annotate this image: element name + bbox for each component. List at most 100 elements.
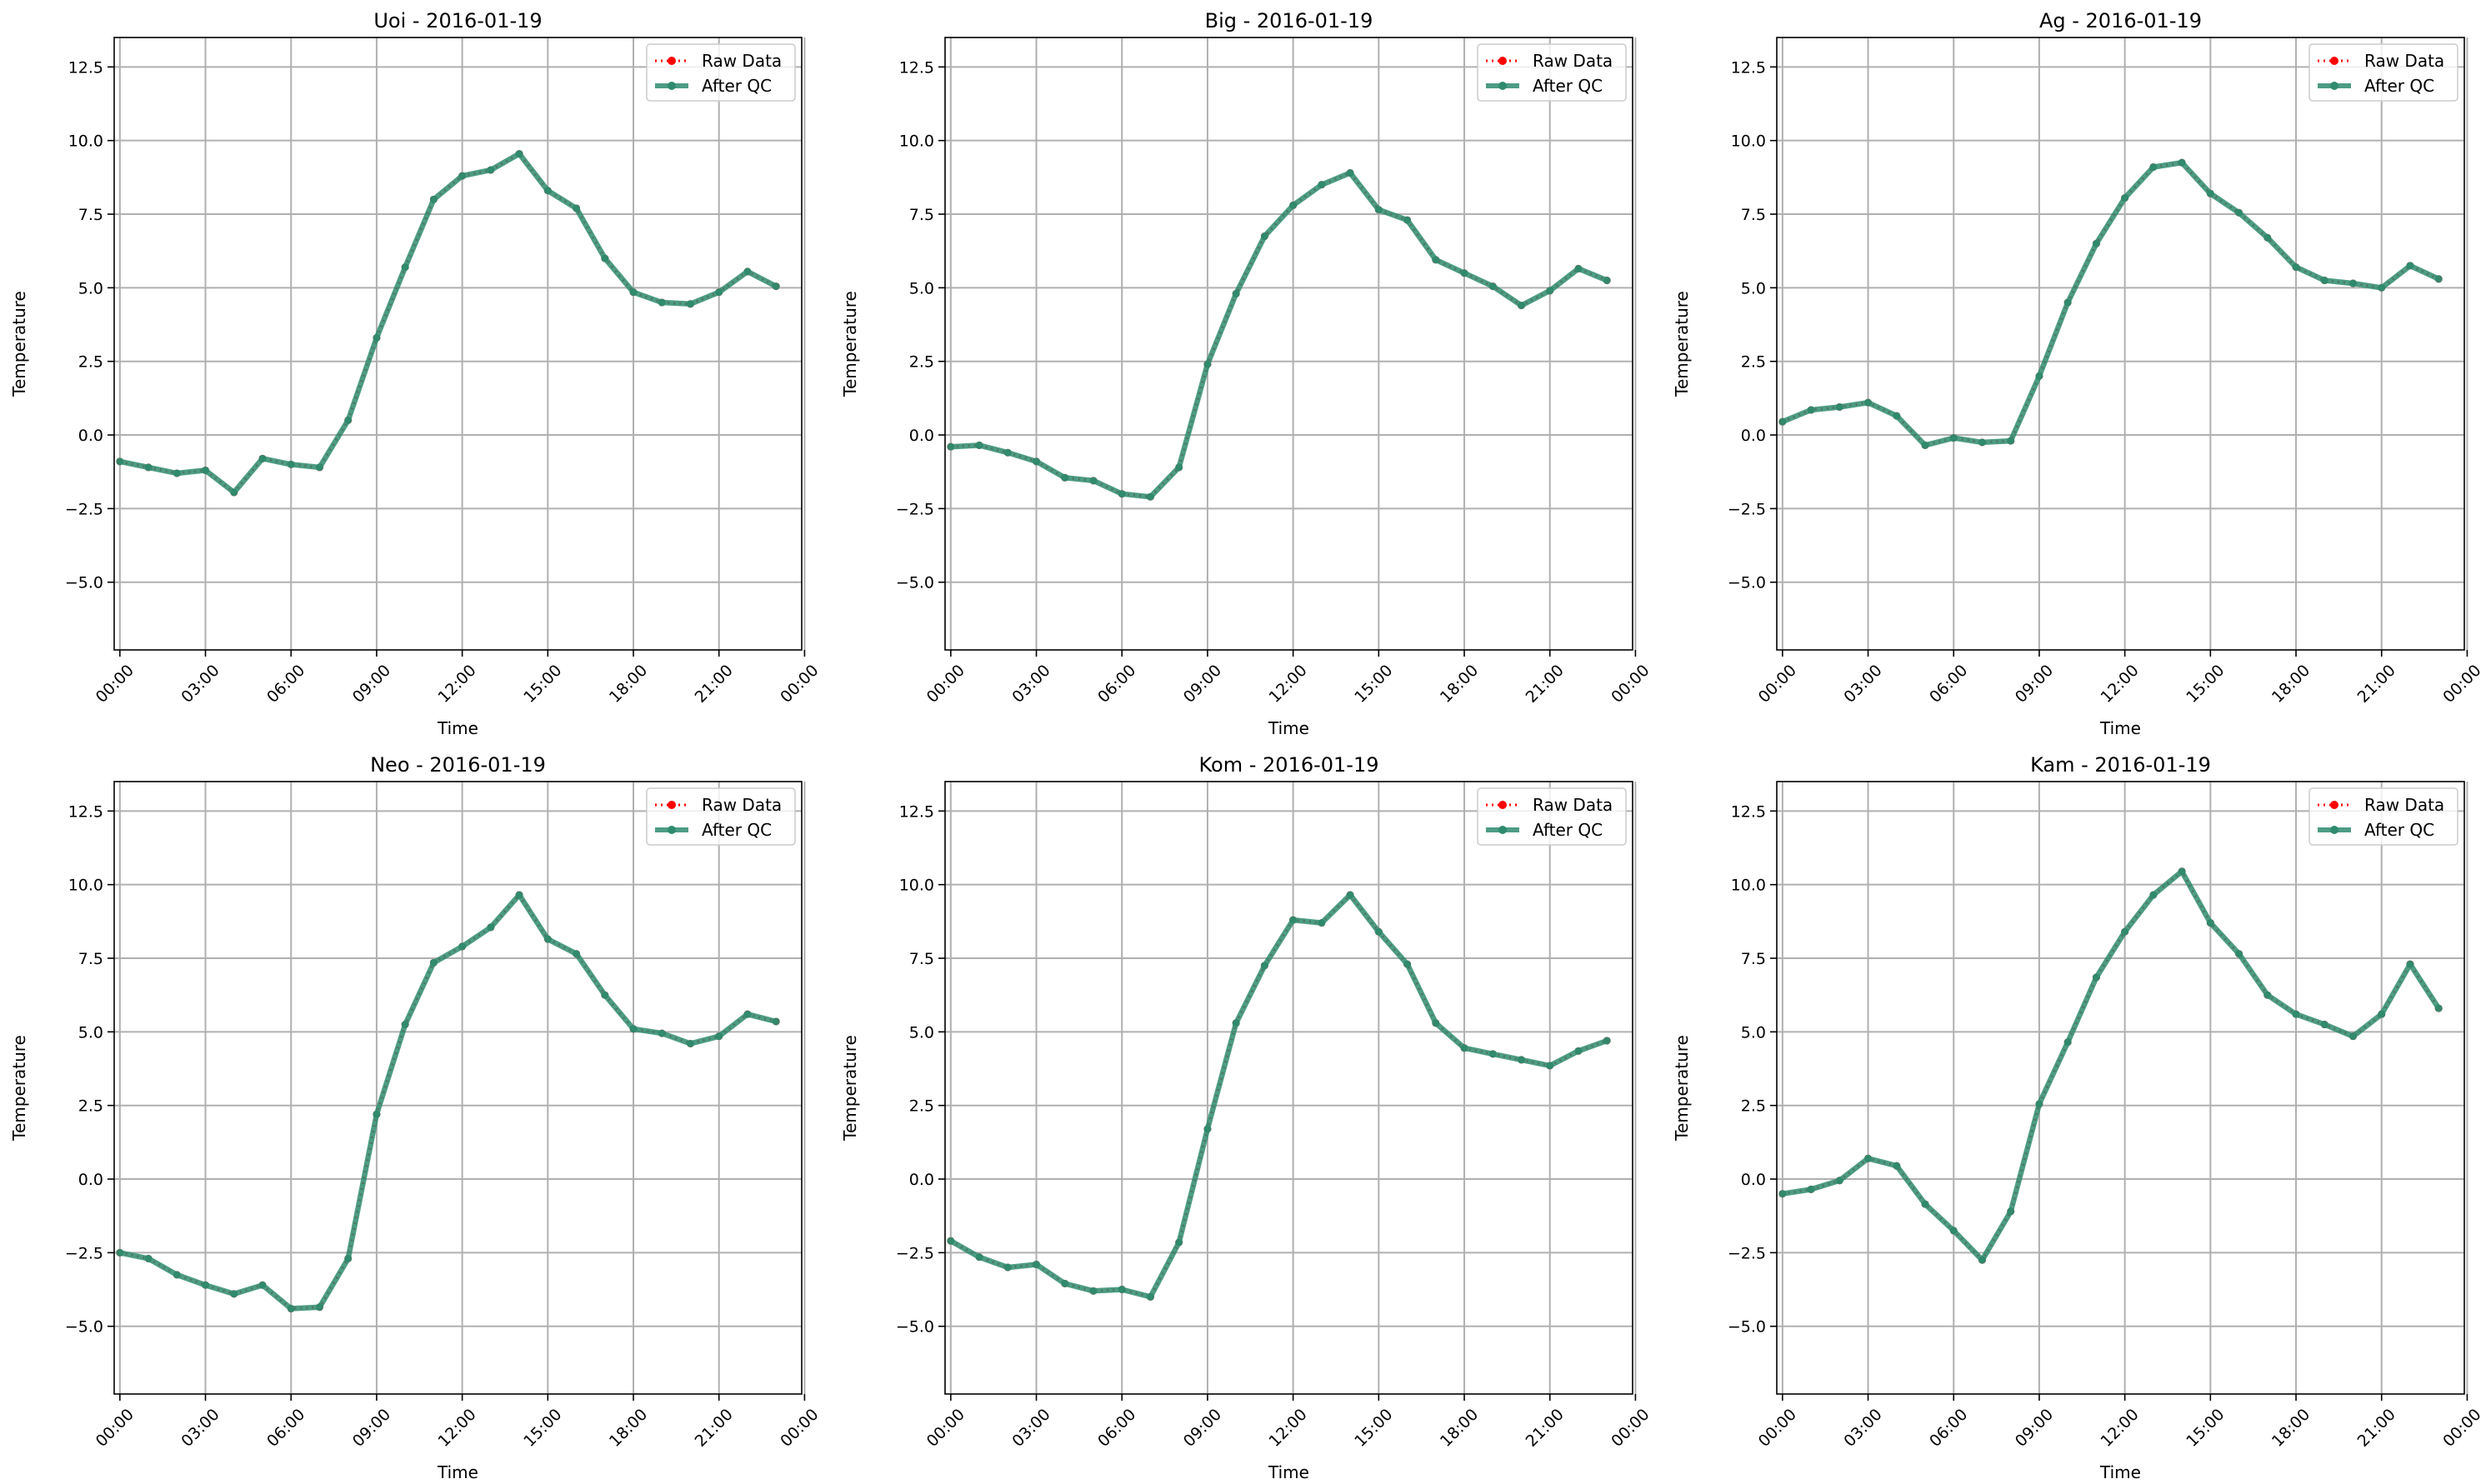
y-tick-label: 7.5: [1741, 206, 1766, 224]
y-tick-label: 7.5: [909, 950, 934, 968]
after-qc-point: [515, 891, 523, 899]
y-tick-label: 5.0: [78, 1023, 103, 1042]
y-tick-label: 0.0: [78, 427, 103, 445]
subplot-6: −5.0 −2.5 0.0 2.5 5.0 7.5 10.0 12.5 00:00 03:00 06…: [1672, 753, 2485, 1482]
legend: Raw Data After QC: [1477, 787, 1627, 846]
legend-qc-label: After QC: [1533, 820, 1603, 840]
legend-qc-label: After QC: [702, 820, 772, 840]
x-tick-label: 09:00: [349, 662, 394, 707]
y-tick-label: 2.5: [1741, 1097, 1766, 1116]
subplot-title: Kom - 2016-01-19: [1199, 753, 1379, 777]
after-qc-point: [686, 1039, 694, 1047]
legend-qc-label: After QC: [702, 76, 772, 96]
after-qc-point: [772, 1017, 780, 1026]
x-tick-label: 15:00: [1351, 662, 1396, 707]
after-qc-point: [116, 1248, 124, 1257]
after-qc-point: [1175, 1238, 1183, 1247]
after-qc-line: [119, 892, 778, 1312]
axes-frame: [944, 37, 1633, 651]
after-qc-point: [2406, 262, 2414, 270]
after-qc-point: [144, 1254, 153, 1262]
plot-area: [1777, 37, 2464, 650]
after-qc-point: [2149, 162, 2158, 171]
x-axis-label: Time: [2099, 1462, 2141, 1482]
x-tick-label: 21:00: [1523, 1406, 1568, 1451]
y-tick-label: −5.0: [1728, 1318, 1766, 1337]
legend-qc-label: After QC: [2364, 76, 2434, 96]
legend-raw-label: Raw Data: [1533, 795, 1613, 815]
y-tick-label: −2.5: [65, 1244, 103, 1262]
x-tick-label: 15:00: [1351, 1406, 1396, 1451]
after-qc-point: [2121, 194, 2129, 202]
x-tick-label: 21:00: [692, 662, 737, 707]
x-axis-label: Time: [437, 1462, 478, 1482]
after-qc-point: [543, 187, 552, 195]
after-qc-point: [686, 300, 694, 308]
x-tick-label: 03:00: [178, 1406, 223, 1451]
after-qc-point: [947, 1237, 955, 1245]
after-qc-point: [2149, 891, 2158, 899]
subplot-title: Ag - 2016-01-19: [2039, 9, 2202, 32]
after-qc-point: [2035, 1100, 2043, 1108]
legend-qc-marker: [2330, 826, 2338, 834]
x-tick-label: 06:00: [1926, 662, 1971, 707]
x-tick-label: 00:00: [1755, 1406, 1800, 1451]
after-qc-point: [1374, 206, 1383, 214]
after-qc-point: [1546, 287, 1554, 295]
subplot-4: −5.0 −2.5 0.0 2.5 5.0 7.5 10.0 12.5 00:00 03:00 06…: [9, 753, 823, 1482]
x-tick-label: 09:00: [2012, 1406, 2057, 1451]
y-tick-label: 10.0: [68, 877, 103, 895]
x-tick-label: 15:00: [520, 662, 565, 707]
y-tick-label: 0.0: [1741, 427, 1766, 445]
x-tick-label: 15:00: [2183, 1406, 2228, 1451]
after-qc-point: [1089, 477, 1098, 485]
axes-frame: [1776, 37, 2465, 651]
after-qc-point: [2063, 298, 2072, 307]
after-qc-point: [1893, 412, 1901, 420]
after-qc-point: [429, 958, 438, 967]
after-qc-point: [258, 1281, 267, 1289]
x-tick-label: 00:00: [923, 1406, 968, 1451]
after-qc-point: [2092, 239, 2100, 247]
x-tick-label: 00:00: [2439, 662, 2484, 707]
after-qc-point: [1460, 1044, 1468, 1052]
legend-raw-marker: [668, 801, 676, 809]
y-tick-label: 0.0: [1741, 1171, 1766, 1189]
y-tick-label: 5.0: [909, 279, 934, 297]
legend-qc-marker: [2330, 82, 2338, 90]
x-tick-label: 06:00: [1094, 1406, 1139, 1451]
y-tick-label: 7.5: [78, 950, 103, 968]
y-tick-label: 12.5: [68, 58, 103, 77]
x-tick-label: 15:00: [520, 1406, 565, 1451]
after-qc-point: [429, 195, 438, 203]
after-qc-point: [1835, 402, 1843, 411]
after-qc-point: [1488, 1050, 1497, 1058]
after-qc-point: [1289, 201, 1298, 209]
x-tick-label: 06:00: [263, 662, 308, 707]
plot-area: [114, 37, 802, 650]
legend: Raw Data After QC: [646, 787, 796, 846]
legend-raw-label: Raw Data: [702, 795, 782, 815]
after-qc-point: [1374, 927, 1383, 936]
after-qc-point: [772, 282, 780, 291]
after-qc-point: [1033, 1261, 1041, 1269]
legend-raw-marker: [2330, 801, 2338, 809]
after-qc-point: [2348, 279, 2357, 287]
x-tick-label: 12:00: [1266, 1406, 1311, 1451]
legend: Raw Data After QC: [1477, 43, 1627, 102]
after-qc-point: [601, 991, 609, 999]
after-qc-point: [975, 441, 983, 449]
axes-frame: [944, 781, 1633, 1395]
after-qc-point: [287, 1305, 295, 1313]
y-tick-label: 0.0: [909, 427, 934, 445]
x-tick-label: 09:00: [1180, 662, 1225, 707]
after-qc-point: [1061, 1279, 1069, 1287]
x-tick-label: 21:00: [2354, 1406, 2399, 1451]
plot-area: [1777, 782, 2464, 1394]
after-qc-point: [658, 298, 666, 307]
x-axis-label: Time: [2099, 718, 2141, 738]
y-tick-label: 12.5: [68, 802, 103, 821]
after-qc-line: [119, 151, 778, 496]
after-qc-point: [1949, 434, 1958, 442]
